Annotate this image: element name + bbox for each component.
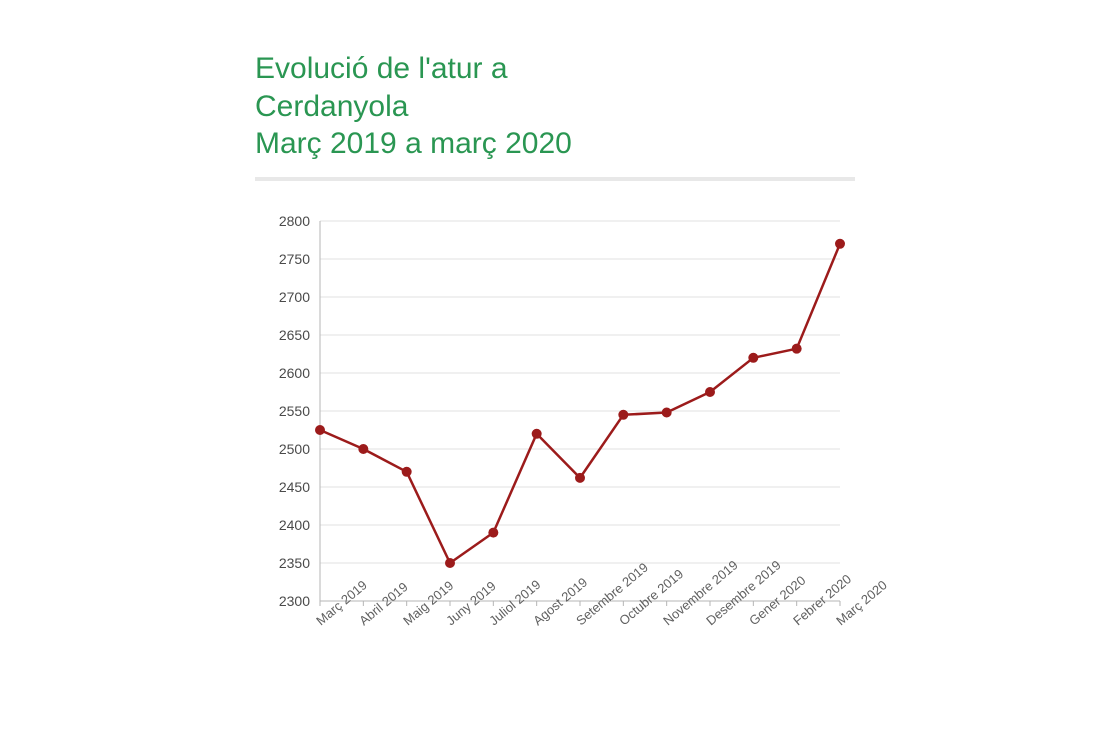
y-tick-label: 2550 [279, 403, 310, 419]
chart-svg [255, 211, 855, 711]
y-tick-label: 2400 [279, 517, 310, 533]
y-tick-label: 2450 [279, 479, 310, 495]
y-tick-label: 2750 [279, 251, 310, 267]
y-tick-label: 2650 [279, 327, 310, 343]
y-tick-label: 2600 [279, 365, 310, 381]
y-tick-label: 2700 [279, 289, 310, 305]
title-underline [255, 177, 855, 181]
chart-container: Evolució de l'atur a Cerdanyola Març 201… [255, 50, 855, 711]
y-tick-label: 2300 [279, 593, 310, 609]
title-line-3: Març 2019 a març 2020 [255, 127, 572, 160]
title-line-2: Cerdanyola [255, 90, 408, 123]
y-tick-label: 2500 [279, 441, 310, 457]
y-tick-label: 2800 [279, 213, 310, 229]
title-line-1: Evolució de l'atur a [255, 52, 508, 85]
y-tick-label: 2350 [279, 555, 310, 571]
chart-title: Evolució de l'atur a Cerdanyola Març 201… [255, 50, 855, 163]
chart-plot-area: 2300 2350 2400 2450 2500 2550 2600 2650 2700 2750… [255, 211, 855, 711]
